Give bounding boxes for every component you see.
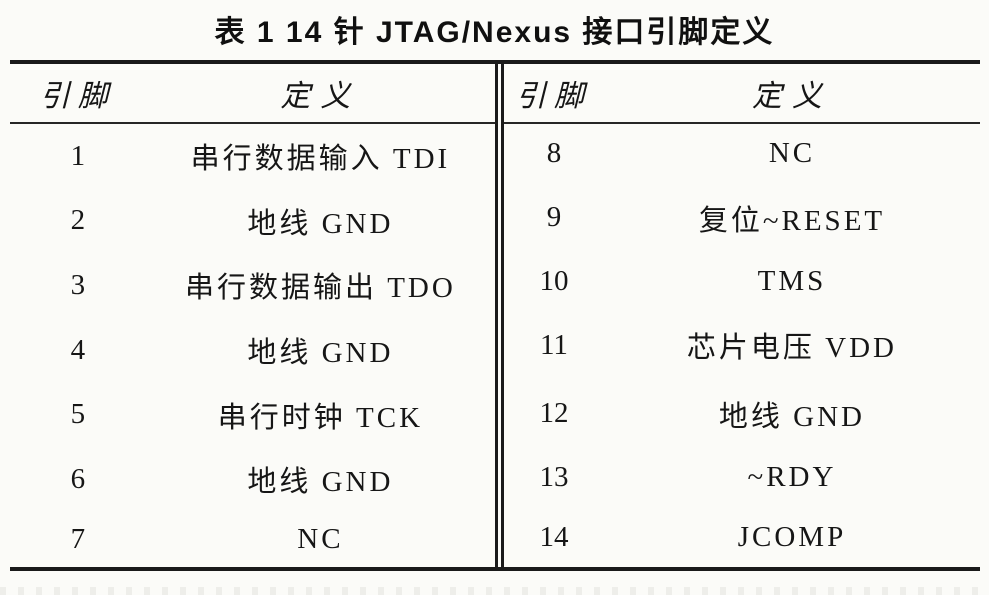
column-header-pin: 引脚 [515,80,592,113]
pin-number: 10 [539,265,569,298]
pin-number: 8 [546,137,562,170]
table-row: 3 串行数据输出 TDO [10,253,495,318]
table-row: 9 复位~RESET [504,183,980,251]
pin-definition: NC [768,137,816,170]
pin-number: 7 [70,522,86,555]
table-row: 10 TMS [504,252,980,311]
table-header-row: 引脚 定义 [504,64,980,124]
column-header-pin: 引脚 [39,80,116,113]
table-row: 6 地线 GND [10,447,495,512]
pin-definition: 芯片电压 VDD [686,332,898,365]
scan-noise-strip [0,587,989,595]
table-header-row: 引脚 定义 [10,64,495,124]
pin-number: 1 [70,139,86,172]
pin-number: 5 [70,398,86,431]
table-row: 1 串行数据输入 TDI [10,124,495,189]
pin-definition: 地线 GND [247,337,394,370]
pin-number: 2 [70,204,86,237]
table-row: 4 地线 GND [10,318,495,383]
pin-definition: 串行数据输出 TDO [184,272,456,305]
table-row: 7 NC [10,511,495,567]
table-row: 11 芯片电压 VDD [504,311,980,379]
table-row: 13 ~RDY [504,448,980,507]
pin-definition: TMS [757,265,827,298]
table-row: 2 地线 GND [10,189,495,254]
pin-number: 9 [546,201,562,234]
pin-definition: 地线 GND [247,466,394,499]
pin-number: 14 [539,520,569,553]
pin-definition: 地线 GND [718,400,866,433]
pin-definition: JCOMP [737,520,847,553]
pin-definition: NC [297,522,344,555]
column-header-definition: 定义 [280,80,361,113]
pin-number: 13 [539,461,569,494]
table-row: 12 地线 GND [504,380,980,448]
table-row: 5 串行时钟 TCK [10,382,495,447]
pin-number: 12 [539,397,569,430]
table-right-half: 引脚 定义 8 NC 9 复位~RESET 10 TMS 11 芯片电压 VDD… [495,64,980,567]
table-caption: 表 1 14 针 JTAG/Nexus 接口引脚定义 [214,16,775,49]
pin-definition: 复位~RESET [698,204,886,237]
pin-definition: 串行时钟 TCK [217,401,424,434]
pin-definition-table: 引脚 定义 1 串行数据输入 TDI 2 地线 GND 3 串行数据输出 TDO… [10,60,980,571]
pin-definition: 串行数据输入 TDI [190,143,451,176]
table-left-half: 引脚 定义 1 串行数据输入 TDI 2 地线 GND 3 串行数据输出 TDO… [10,64,495,567]
pin-definition: 地线 GND [247,207,394,240]
pin-definition: ~RDY [747,461,837,494]
column-header-definition: 定义 [751,80,832,113]
pin-number: 3 [70,268,86,301]
pin-number: 11 [540,328,568,361]
table-row: 8 NC [504,124,980,183]
pin-number: 6 [70,462,86,495]
table-row: 14 JCOMP [504,508,980,567]
pin-number: 4 [70,333,86,366]
